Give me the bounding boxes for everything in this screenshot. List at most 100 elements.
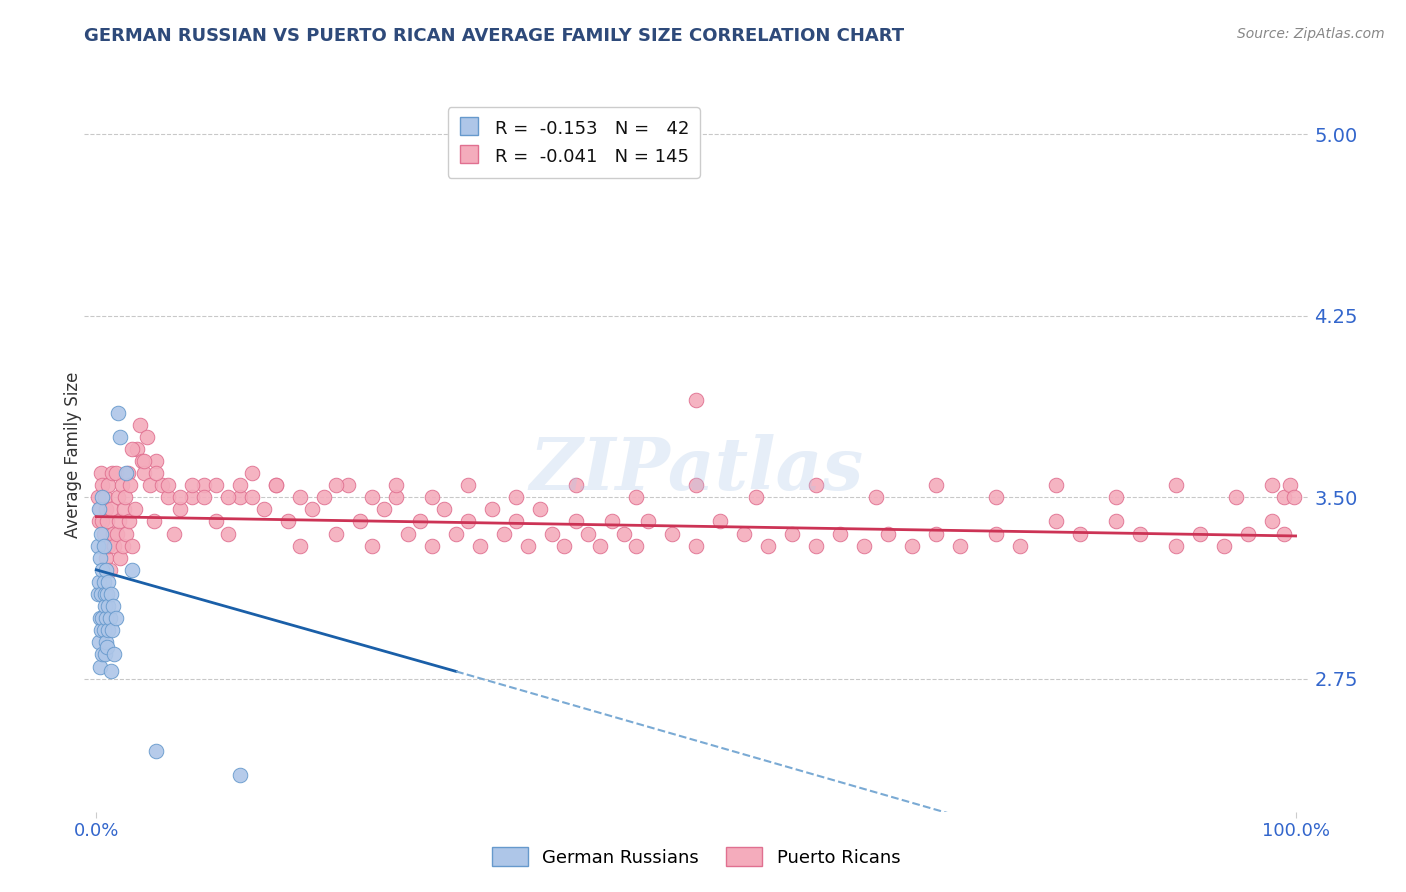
Point — [205, 478, 228, 492]
Text: Source: ZipAtlas.com: Source: ZipAtlas.com — [1237, 27, 1385, 41]
Point — [110, 550, 132, 565]
Point — [1045, 478, 1067, 492]
Point — [409, 515, 432, 529]
Point — [157, 490, 180, 504]
Point — [101, 526, 124, 541]
Point — [240, 466, 263, 480]
Point — [756, 539, 779, 553]
Point — [685, 478, 707, 492]
Point — [104, 611, 127, 625]
Point — [86, 587, 108, 601]
Point — [925, 526, 948, 541]
Point — [104, 466, 127, 480]
Point — [361, 490, 384, 504]
Point — [124, 502, 146, 516]
Point — [541, 526, 564, 541]
Point — [135, 430, 157, 444]
Point — [101, 624, 124, 638]
Point — [325, 526, 347, 541]
Point — [91, 490, 114, 504]
Point — [337, 478, 360, 492]
Point — [290, 539, 312, 553]
Point — [94, 539, 117, 553]
Point — [91, 478, 114, 492]
Point — [94, 502, 117, 516]
Point — [264, 478, 287, 492]
Point — [1272, 490, 1295, 504]
Point — [505, 490, 527, 504]
Point — [685, 539, 707, 553]
Point — [984, 490, 1007, 504]
Point — [94, 648, 117, 662]
Point — [118, 515, 141, 529]
Point — [385, 478, 408, 492]
Point — [876, 526, 898, 541]
Point — [107, 490, 129, 504]
Point — [90, 526, 112, 541]
Point — [90, 466, 112, 480]
Point — [420, 490, 443, 504]
Point — [86, 490, 108, 504]
Point — [709, 515, 731, 529]
Point — [94, 599, 117, 613]
Point — [90, 624, 112, 638]
Point — [984, 526, 1007, 541]
Point — [87, 574, 110, 589]
Legend: German Russians, Puerto Ricans: German Russians, Puerto Ricans — [485, 840, 907, 874]
Point — [89, 611, 111, 625]
Point — [385, 490, 408, 504]
Point — [277, 515, 299, 529]
Point — [637, 515, 659, 529]
Point — [118, 478, 141, 492]
Point — [96, 640, 118, 655]
Point — [1105, 490, 1128, 504]
Point — [93, 526, 115, 541]
Point — [97, 599, 120, 613]
Point — [121, 563, 143, 577]
Point — [145, 744, 167, 758]
Text: ZIPatlas: ZIPatlas — [529, 434, 863, 505]
Point — [169, 502, 191, 516]
Point — [91, 563, 114, 577]
Point — [1164, 539, 1187, 553]
Point — [89, 502, 111, 516]
Point — [87, 635, 110, 649]
Point — [96, 515, 118, 529]
Point — [145, 454, 167, 468]
Point — [139, 478, 162, 492]
Point — [780, 526, 803, 541]
Point — [97, 574, 120, 589]
Point — [101, 599, 124, 613]
Point — [229, 768, 252, 782]
Point — [98, 563, 121, 577]
Point — [128, 417, 150, 432]
Point — [253, 502, 276, 516]
Point — [420, 539, 443, 553]
Point — [1212, 539, 1234, 553]
Point — [828, 526, 851, 541]
Point — [108, 515, 131, 529]
Point — [115, 466, 138, 480]
Point — [494, 526, 516, 541]
Point — [181, 478, 204, 492]
Point — [1129, 526, 1152, 541]
Point — [93, 539, 115, 553]
Point — [134, 454, 156, 468]
Point — [949, 539, 972, 553]
Point — [1045, 515, 1067, 529]
Point — [468, 539, 491, 553]
Point — [103, 539, 125, 553]
Point — [94, 635, 117, 649]
Point — [1069, 526, 1091, 541]
Point — [229, 490, 252, 504]
Text: GERMAN RUSSIAN VS PUERTO RICAN AVERAGE FAMILY SIZE CORRELATION CHART: GERMAN RUSSIAN VS PUERTO RICAN AVERAGE F… — [84, 27, 904, 45]
Point — [505, 515, 527, 529]
Point — [624, 490, 647, 504]
Point — [89, 550, 111, 565]
Point — [101, 466, 124, 480]
Point — [110, 430, 132, 444]
Point — [600, 515, 623, 529]
Point — [444, 526, 467, 541]
Point — [1278, 478, 1301, 492]
Point — [290, 490, 312, 504]
